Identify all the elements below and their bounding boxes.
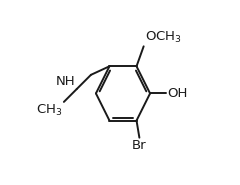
Text: OH: OH — [167, 87, 187, 100]
Text: NH: NH — [56, 75, 75, 88]
Text: CH$_3$: CH$_3$ — [36, 103, 62, 118]
Text: OCH$_3$: OCH$_3$ — [145, 30, 182, 45]
Text: Br: Br — [132, 139, 147, 152]
